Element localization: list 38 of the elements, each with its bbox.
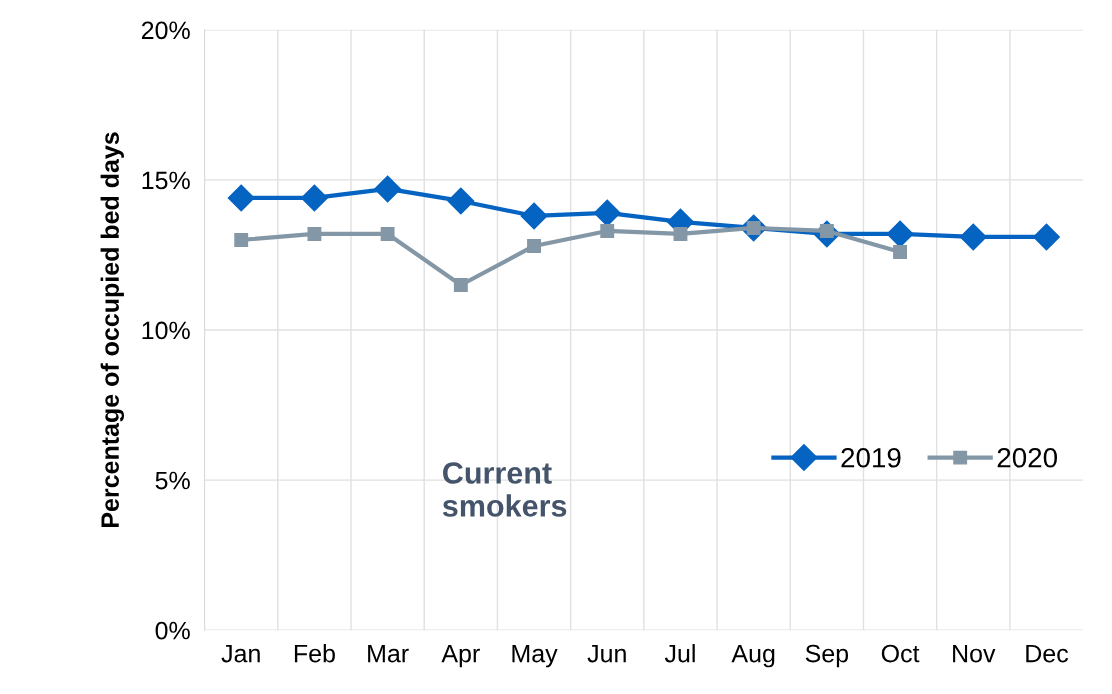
x-tick-label: Aug <box>731 644 775 668</box>
y-tick-label: 0% <box>155 621 190 640</box>
y-tick-label: 5% <box>155 471 190 490</box>
point <box>374 175 402 203</box>
y-tick-label: 15% <box>142 171 190 190</box>
point <box>300 184 328 212</box>
y-axis-title: Percentage of occupied bed days <box>100 132 125 527</box>
point <box>593 199 621 227</box>
point <box>527 239 541 253</box>
point <box>886 220 914 248</box>
x-tick-label: Sep <box>805 644 849 668</box>
point <box>600 224 615 238</box>
legend-label: 2019 <box>841 447 901 468</box>
x-tick-label: Jun <box>587 644 626 663</box>
x-tick-label: Jan <box>221 644 260 663</box>
x-tick-label: Jul <box>664 644 695 663</box>
point <box>893 245 908 259</box>
y-tick-label: 20% <box>141 21 190 40</box>
x-tick-label: Feb <box>294 644 335 663</box>
x-tick-label: Mar <box>368 644 409 663</box>
x-tick-label: Dec <box>1026 644 1069 663</box>
point <box>380 227 395 241</box>
point <box>234 233 249 247</box>
x-tick-label: May <box>512 644 558 668</box>
point <box>307 227 322 241</box>
x-tick-label: Apr <box>441 644 480 668</box>
point <box>453 278 468 292</box>
legend-label: 2020 <box>997 447 1058 468</box>
x-tick-label: Nov <box>953 644 996 663</box>
point <box>673 227 688 241</box>
annotation: Current smokers <box>442 462 567 517</box>
point <box>227 184 255 212</box>
y-tick-label: 10% <box>142 321 190 340</box>
point <box>520 202 548 230</box>
point <box>1033 223 1060 251</box>
point <box>447 187 475 215</box>
point <box>959 223 987 251</box>
x-tick-label: Oct <box>881 644 920 663</box>
